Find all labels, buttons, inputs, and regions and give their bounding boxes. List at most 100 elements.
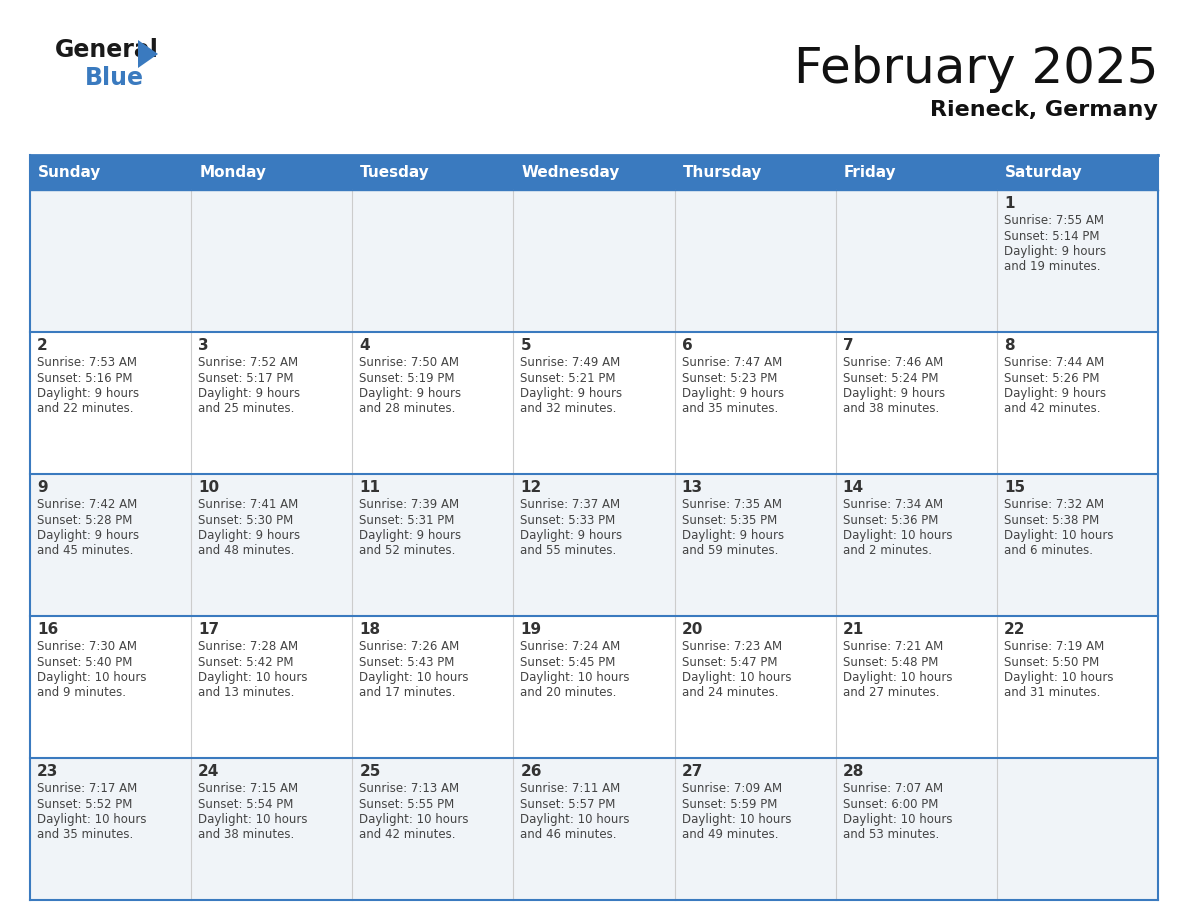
- Text: Daylight: 10 hours: Daylight: 10 hours: [37, 813, 146, 826]
- Text: Blue: Blue: [86, 66, 144, 90]
- Text: 17: 17: [198, 622, 220, 637]
- Text: 15: 15: [1004, 480, 1025, 495]
- Bar: [30, 758, 1158, 900]
- Text: General: General: [55, 38, 159, 62]
- Text: Sunrise: 7:17 AM: Sunrise: 7:17 AM: [37, 782, 138, 795]
- Text: Daylight: 10 hours: Daylight: 10 hours: [842, 529, 953, 542]
- Text: and 2 minutes.: and 2 minutes.: [842, 544, 931, 557]
- Text: and 27 minutes.: and 27 minutes.: [842, 687, 940, 700]
- Text: and 35 minutes.: and 35 minutes.: [682, 402, 778, 416]
- Text: Sunrise: 7:11 AM: Sunrise: 7:11 AM: [520, 782, 620, 795]
- Text: 12: 12: [520, 480, 542, 495]
- Text: Sunrise: 7:49 AM: Sunrise: 7:49 AM: [520, 356, 620, 369]
- Text: Sunset: 5:19 PM: Sunset: 5:19 PM: [359, 372, 455, 385]
- Text: Sunset: 5:35 PM: Sunset: 5:35 PM: [682, 513, 777, 527]
- Text: Sunrise: 7:47 AM: Sunrise: 7:47 AM: [682, 356, 782, 369]
- Text: and 28 minutes.: and 28 minutes.: [359, 402, 456, 416]
- Text: Sunrise: 7:32 AM: Sunrise: 7:32 AM: [1004, 498, 1104, 511]
- Text: 24: 24: [198, 764, 220, 779]
- Text: Sunset: 5:17 PM: Sunset: 5:17 PM: [198, 372, 293, 385]
- Text: Sunrise: 7:19 AM: Sunrise: 7:19 AM: [1004, 640, 1104, 653]
- Text: Sunset: 5:14 PM: Sunset: 5:14 PM: [1004, 230, 1099, 242]
- Text: Sunset: 5:48 PM: Sunset: 5:48 PM: [842, 655, 939, 668]
- Text: Sunrise: 7:41 AM: Sunrise: 7:41 AM: [198, 498, 298, 511]
- Text: Daylight: 10 hours: Daylight: 10 hours: [37, 671, 146, 684]
- Bar: [30, 155, 1158, 190]
- Text: and 35 minutes.: and 35 minutes.: [37, 829, 133, 842]
- Text: February 2025: February 2025: [794, 45, 1158, 93]
- Text: Daylight: 10 hours: Daylight: 10 hours: [198, 813, 308, 826]
- Text: Sunrise: 7:39 AM: Sunrise: 7:39 AM: [359, 498, 460, 511]
- Text: Rieneck, Germany: Rieneck, Germany: [930, 100, 1158, 120]
- Text: 1: 1: [1004, 196, 1015, 211]
- Text: Sunrise: 7:28 AM: Sunrise: 7:28 AM: [198, 640, 298, 653]
- Text: Daylight: 9 hours: Daylight: 9 hours: [198, 387, 301, 400]
- Text: Sunrise: 7:07 AM: Sunrise: 7:07 AM: [842, 782, 943, 795]
- Text: Sunrise: 7:26 AM: Sunrise: 7:26 AM: [359, 640, 460, 653]
- Text: and 22 minutes.: and 22 minutes.: [37, 402, 133, 416]
- Text: Daylight: 10 hours: Daylight: 10 hours: [1004, 671, 1113, 684]
- Text: 27: 27: [682, 764, 703, 779]
- Text: Sunset: 5:23 PM: Sunset: 5:23 PM: [682, 372, 777, 385]
- Text: Sunset: 5:54 PM: Sunset: 5:54 PM: [198, 798, 293, 811]
- Text: Sunset: 5:26 PM: Sunset: 5:26 PM: [1004, 372, 1099, 385]
- Text: Sunrise: 7:30 AM: Sunrise: 7:30 AM: [37, 640, 137, 653]
- Text: 23: 23: [37, 764, 58, 779]
- Text: Wednesday: Wednesday: [522, 165, 620, 180]
- Text: and 52 minutes.: and 52 minutes.: [359, 544, 456, 557]
- Text: Sunset: 5:45 PM: Sunset: 5:45 PM: [520, 655, 615, 668]
- Text: 4: 4: [359, 338, 369, 353]
- Text: and 31 minutes.: and 31 minutes.: [1004, 687, 1100, 700]
- Text: Daylight: 9 hours: Daylight: 9 hours: [37, 529, 139, 542]
- Text: Daylight: 9 hours: Daylight: 9 hours: [37, 387, 139, 400]
- Text: Sunset: 5:42 PM: Sunset: 5:42 PM: [198, 655, 293, 668]
- Text: 6: 6: [682, 338, 693, 353]
- Bar: [30, 332, 1158, 474]
- Text: Daylight: 10 hours: Daylight: 10 hours: [359, 813, 469, 826]
- Text: Sunrise: 7:55 AM: Sunrise: 7:55 AM: [1004, 214, 1104, 227]
- Text: and 6 minutes.: and 6 minutes.: [1004, 544, 1093, 557]
- Text: Sunset: 5:52 PM: Sunset: 5:52 PM: [37, 798, 132, 811]
- Text: Daylight: 10 hours: Daylight: 10 hours: [842, 671, 953, 684]
- Text: Sunrise: 7:13 AM: Sunrise: 7:13 AM: [359, 782, 460, 795]
- Text: Daylight: 9 hours: Daylight: 9 hours: [198, 529, 301, 542]
- Text: Sunrise: 7:52 AM: Sunrise: 7:52 AM: [198, 356, 298, 369]
- Text: 8: 8: [1004, 338, 1015, 353]
- Text: 25: 25: [359, 764, 380, 779]
- Text: Thursday: Thursday: [683, 165, 762, 180]
- Text: and 42 minutes.: and 42 minutes.: [1004, 402, 1100, 416]
- Text: Saturday: Saturday: [1005, 165, 1082, 180]
- Text: Sunrise: 7:23 AM: Sunrise: 7:23 AM: [682, 640, 782, 653]
- Text: and 25 minutes.: and 25 minutes.: [198, 402, 295, 416]
- Text: 13: 13: [682, 480, 702, 495]
- Text: 19: 19: [520, 622, 542, 637]
- Text: Monday: Monday: [200, 165, 266, 180]
- Text: Sunset: 5:21 PM: Sunset: 5:21 PM: [520, 372, 615, 385]
- Text: 11: 11: [359, 480, 380, 495]
- Text: Sunrise: 7:35 AM: Sunrise: 7:35 AM: [682, 498, 782, 511]
- Text: 26: 26: [520, 764, 542, 779]
- Text: and 38 minutes.: and 38 minutes.: [198, 829, 295, 842]
- Text: and 48 minutes.: and 48 minutes.: [198, 544, 295, 557]
- Text: 18: 18: [359, 622, 380, 637]
- Text: and 19 minutes.: and 19 minutes.: [1004, 261, 1100, 274]
- Text: Daylight: 10 hours: Daylight: 10 hours: [1004, 529, 1113, 542]
- Text: Daylight: 9 hours: Daylight: 9 hours: [520, 529, 623, 542]
- Text: Daylight: 10 hours: Daylight: 10 hours: [842, 813, 953, 826]
- Text: Sunset: 5:59 PM: Sunset: 5:59 PM: [682, 798, 777, 811]
- Text: 2: 2: [37, 338, 48, 353]
- Text: Sunset: 5:50 PM: Sunset: 5:50 PM: [1004, 655, 1099, 668]
- Text: Daylight: 10 hours: Daylight: 10 hours: [198, 671, 308, 684]
- Text: Sunrise: 7:50 AM: Sunrise: 7:50 AM: [359, 356, 460, 369]
- Text: 16: 16: [37, 622, 58, 637]
- Text: Sunset: 5:31 PM: Sunset: 5:31 PM: [359, 513, 455, 527]
- Text: Sunset: 6:00 PM: Sunset: 6:00 PM: [842, 798, 939, 811]
- Text: Sunset: 5:36 PM: Sunset: 5:36 PM: [842, 513, 939, 527]
- Text: Sunrise: 7:34 AM: Sunrise: 7:34 AM: [842, 498, 943, 511]
- Text: 21: 21: [842, 622, 864, 637]
- Text: Sunday: Sunday: [38, 165, 101, 180]
- Text: Daylight: 9 hours: Daylight: 9 hours: [682, 529, 784, 542]
- Text: Sunrise: 7:46 AM: Sunrise: 7:46 AM: [842, 356, 943, 369]
- Text: Sunset: 5:16 PM: Sunset: 5:16 PM: [37, 372, 133, 385]
- Text: Daylight: 9 hours: Daylight: 9 hours: [682, 387, 784, 400]
